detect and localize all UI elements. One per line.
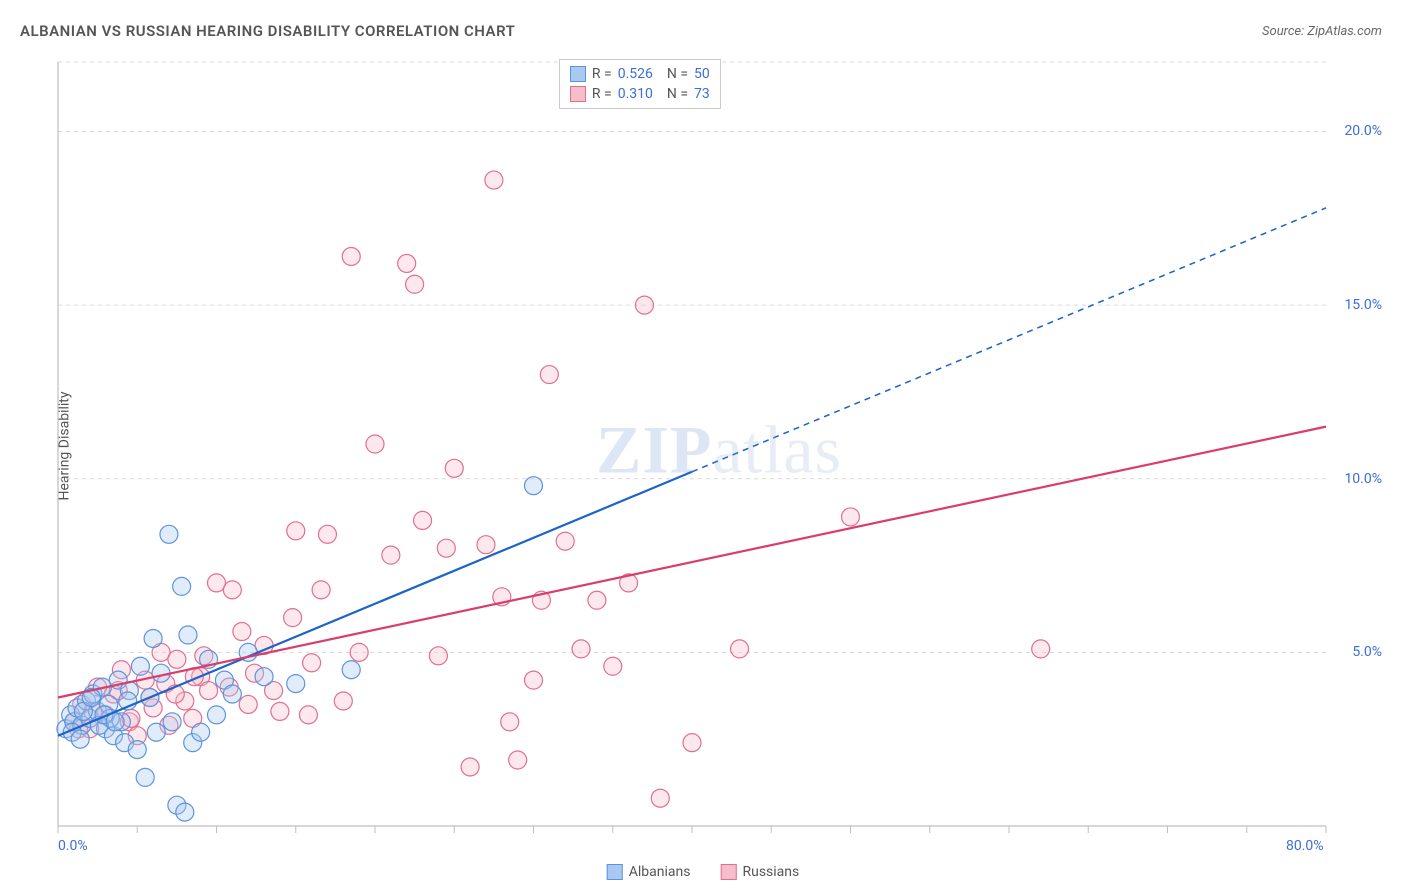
data-point — [303, 654, 321, 672]
data-point — [233, 623, 251, 641]
scatter-chart — [52, 56, 1386, 852]
data-point — [299, 706, 317, 724]
series-legend: Albanians Russians — [607, 864, 800, 880]
data-point — [192, 723, 210, 741]
legend-swatch — [720, 864, 736, 880]
data-point — [136, 768, 154, 786]
data-point — [173, 577, 191, 595]
trend-line — [58, 427, 1326, 698]
data-point — [163, 713, 181, 731]
data-point — [223, 685, 241, 703]
data-point — [477, 536, 495, 554]
data-point — [485, 171, 503, 189]
data-point — [147, 723, 165, 741]
data-point — [683, 734, 701, 752]
n-value: 50 — [694, 66, 710, 82]
data-point — [71, 730, 89, 748]
legend-row: R = 0.526 N = 50 — [570, 64, 710, 84]
data-point — [160, 525, 178, 543]
data-point — [635, 296, 653, 314]
y-tick-label: 10.0% — [1344, 471, 1382, 487]
data-point — [255, 668, 273, 686]
data-point — [223, 581, 241, 599]
data-point — [461, 758, 479, 776]
data-point — [131, 657, 149, 675]
data-point — [445, 459, 463, 477]
data-point — [334, 692, 352, 710]
data-point — [284, 609, 302, 627]
data-point — [312, 581, 330, 599]
n-label: N = — [667, 86, 688, 102]
data-point — [382, 546, 400, 564]
legend-item: Russians — [720, 864, 799, 880]
legend-swatch — [570, 86, 586, 102]
data-point — [437, 539, 455, 557]
data-point — [318, 525, 336, 543]
data-point — [556, 532, 574, 550]
source-credit: Source: ZipAtlas.com — [1262, 24, 1382, 39]
data-point — [342, 661, 360, 679]
data-point — [144, 629, 162, 647]
data-point — [540, 366, 558, 384]
legend-label: Albanians — [629, 864, 691, 880]
data-point — [501, 713, 519, 731]
r-label: R = — [592, 86, 612, 102]
data-point — [287, 675, 305, 693]
data-point — [406, 275, 424, 293]
data-point — [200, 682, 218, 700]
chart-title: ALBANIAN VS RUSSIAN HEARING DISABILITY C… — [20, 22, 515, 40]
data-point — [731, 640, 749, 658]
n-label: N = — [667, 66, 688, 82]
data-point — [271, 702, 289, 720]
data-point — [342, 247, 360, 265]
data-point — [509, 751, 527, 769]
data-point — [179, 626, 197, 644]
data-point — [168, 650, 186, 668]
data-point — [1032, 640, 1050, 658]
data-point — [525, 477, 543, 495]
data-point — [239, 695, 257, 713]
data-point — [176, 803, 194, 821]
y-tick-label: 20.0% — [1344, 123, 1382, 139]
data-point — [429, 647, 447, 665]
data-point — [604, 657, 622, 675]
legend-swatch — [607, 864, 623, 880]
r-value: 0.310 — [618, 86, 653, 102]
data-point — [414, 511, 432, 529]
data-point — [128, 741, 146, 759]
data-point — [651, 789, 669, 807]
x-tick-label: 80.0% — [1286, 838, 1324, 854]
x-tick-label: 0.0% — [58, 838, 88, 854]
data-point — [525, 671, 543, 689]
data-point — [366, 435, 384, 453]
y-tick-label: 15.0% — [1344, 297, 1382, 313]
correlation-legend: R = 0.526 N = 50 R = 0.310 N = 73 — [559, 59, 721, 109]
legend-label: Russians — [742, 864, 799, 880]
data-point — [208, 706, 226, 724]
n-value: 73 — [694, 86, 710, 102]
data-point — [588, 591, 606, 609]
legend-item: Albanians — [607, 864, 691, 880]
data-point — [842, 508, 860, 526]
data-point — [572, 640, 590, 658]
legend-row: R = 0.310 N = 73 — [570, 84, 710, 104]
legend-swatch — [570, 66, 586, 82]
plot-area: ZIPatlas R = 0.526 N = 50 R = 0.310 N = … — [52, 56, 1386, 852]
r-label: R = — [592, 66, 612, 82]
data-point — [398, 254, 416, 272]
r-value: 0.526 — [618, 66, 653, 82]
data-point — [287, 522, 305, 540]
data-point — [350, 643, 368, 661]
trend-line-extrapolated — [692, 208, 1326, 472]
y-tick-label: 5.0% — [1352, 644, 1382, 660]
